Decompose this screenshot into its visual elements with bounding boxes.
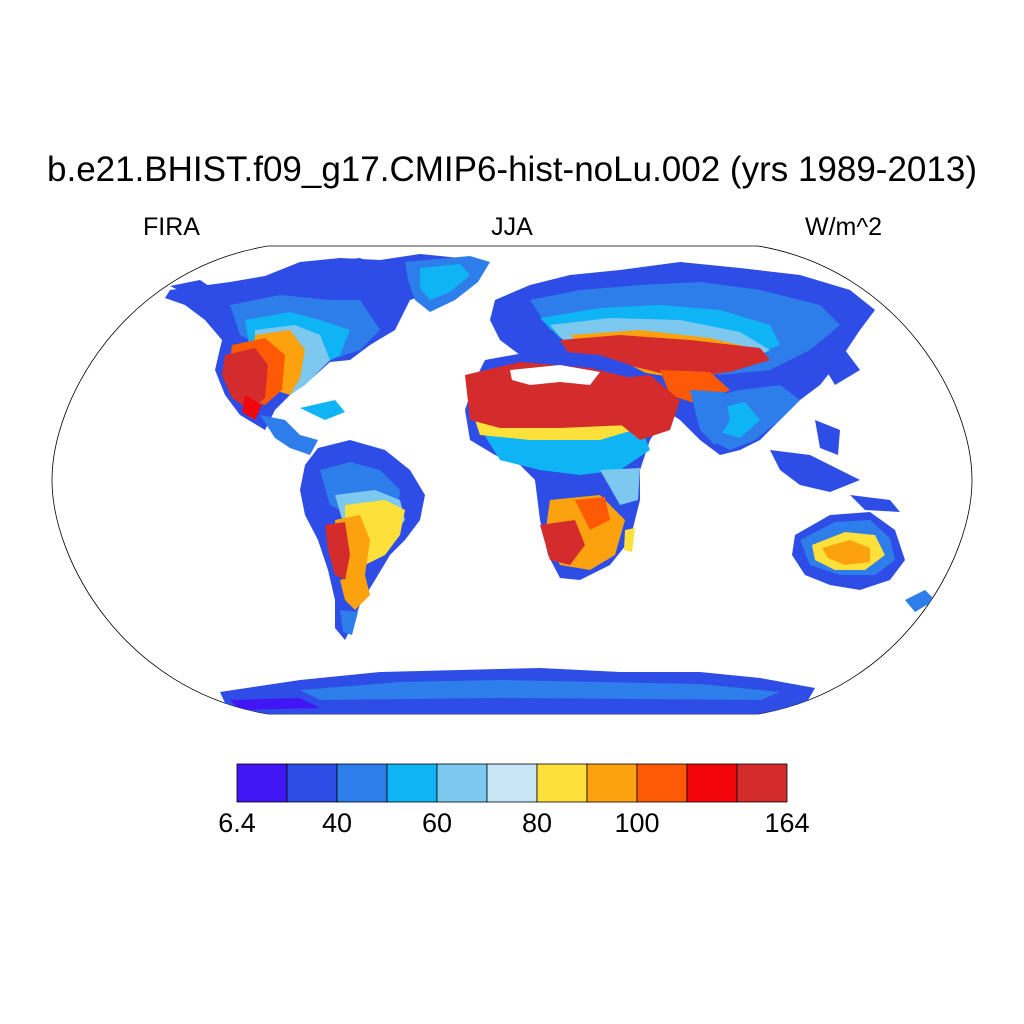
colorbar-swatch [436,763,488,803]
colorbar-swatch [586,763,638,803]
season-label: JJA [491,213,533,241]
colorbar-swatch [286,763,338,803]
colorbar [236,763,788,803]
colorbar-swatch [686,763,738,803]
colorbar-tick-label: 40 [321,808,353,838]
eurasia-landmass [490,262,875,492]
mediterranean-sea [510,365,600,385]
colorbar-swatch [636,763,688,803]
colorbar-tick-label: 100 [614,808,660,838]
colorbar-tick-label: 60 [421,808,453,838]
colorbar-tick-label: 6.4 [218,808,256,838]
arabia-landmass [600,375,680,440]
colorbar-tick-label: 164 [764,808,810,838]
new-guinea-landmass [850,495,900,512]
colorbar-swatch [336,763,388,803]
colorbar-tick-label: 80 [521,808,553,838]
colorbar-swatch [736,763,788,803]
variable-label: FIRA [143,213,200,241]
colorbar-swatch [486,763,538,803]
new-zealand-landmass [905,590,935,612]
map-title: b.e21.BHIST.f09_g17.CMIP6-hist-noLu.002 … [47,150,977,189]
units-label: W/m^2 [804,213,882,241]
north-america-landmass [165,254,490,455]
madagascar-landmass [624,528,635,552]
colorbar-swatch [386,763,438,803]
antarctica-landmass [220,668,815,714]
australia-landmass [792,512,905,590]
south-america-landmass [300,440,425,640]
colorbar-swatch [536,763,588,803]
colorbar-swatch [236,763,288,803]
